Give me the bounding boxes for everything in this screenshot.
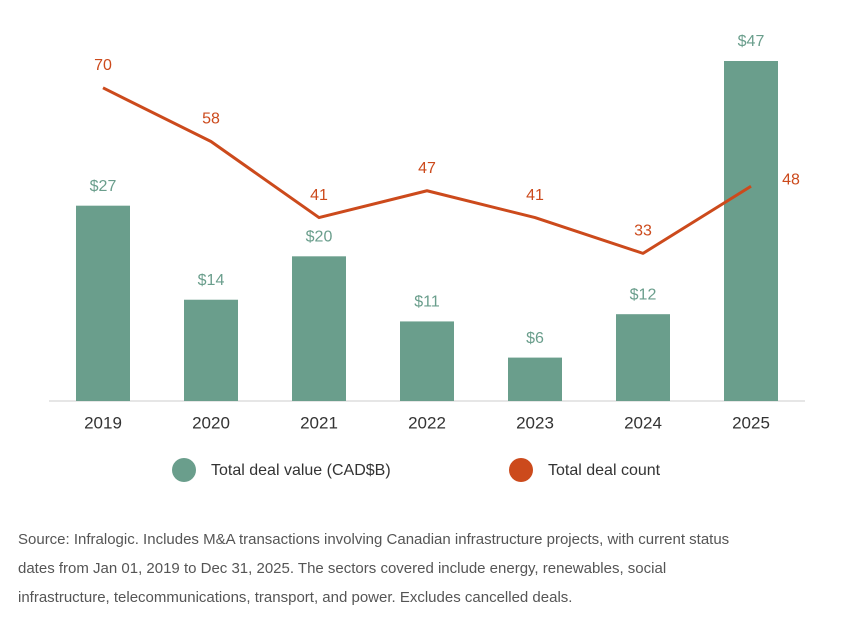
legend-label: Total deal value (CAD$B)	[211, 462, 391, 479]
legend-marker	[172, 458, 196, 482]
bar	[292, 256, 346, 401]
source-note: dates from Jan 01, 2019 to Dec 31, 2025.…	[18, 560, 666, 577]
line-value-label: 41	[310, 187, 328, 204]
line-value-label: 33	[634, 223, 652, 240]
bar-value-label: $14	[198, 272, 225, 289]
bar-value-label: $6	[526, 330, 544, 347]
x-tick-label: 2022	[408, 413, 446, 432]
bar-value-label: $12	[630, 286, 657, 303]
bar-value-label: $27	[90, 178, 117, 195]
legend-label: Total deal count	[548, 462, 661, 479]
bar	[76, 205, 130, 401]
bar	[724, 61, 778, 401]
bar	[616, 314, 670, 401]
source-note: infrastructure, telecommunications, tran…	[18, 589, 572, 606]
x-tick-label: 2019	[84, 413, 122, 432]
line-value-label: 48	[782, 171, 800, 188]
bar-value-label: $20	[306, 229, 333, 246]
line	[102, 86, 752, 255]
x-tick-label: 2024	[624, 413, 662, 432]
line-value-label: 70	[94, 57, 112, 74]
x-tick-label: 2021	[300, 413, 338, 432]
bar	[508, 357, 562, 401]
source-note: Source: Infralogic. Includes M&A transac…	[18, 531, 729, 548]
x-tick-label: 2023	[516, 413, 554, 432]
x-tick-label: 2020	[192, 413, 230, 432]
line-value-label: 47	[418, 160, 436, 177]
bar-value-label: $11	[414, 294, 440, 311]
line-value-label: 58	[202, 111, 220, 128]
x-tick-label: 2025	[732, 413, 770, 432]
bar	[184, 299, 238, 401]
bar	[400, 321, 454, 401]
bar-value-label: $47	[738, 33, 765, 50]
legend-marker	[509, 458, 533, 482]
line-value-label: 41	[526, 187, 544, 204]
